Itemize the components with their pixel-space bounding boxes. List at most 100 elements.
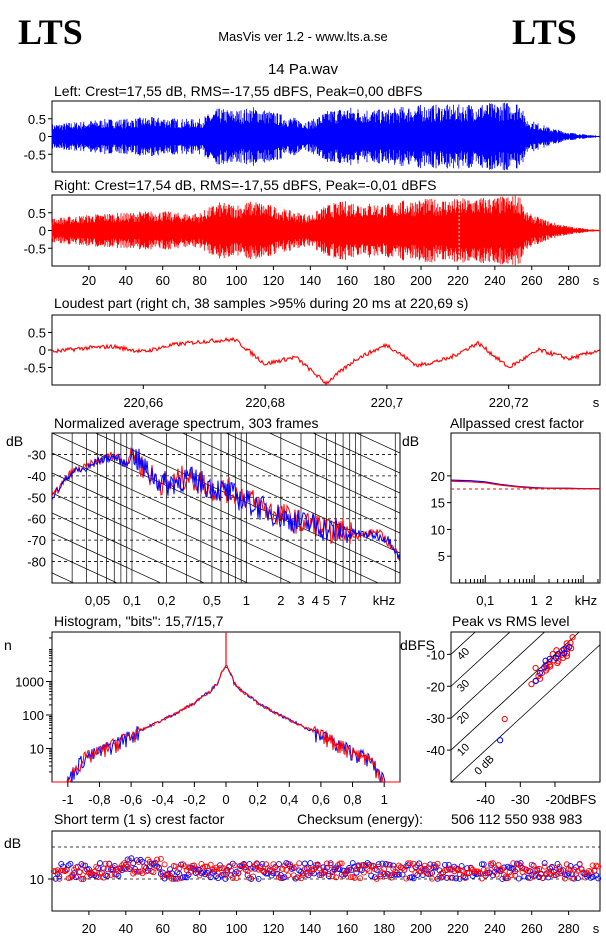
y-tick-label: 20 — [431, 469, 445, 484]
y-tick-label: 1000 — [15, 674, 44, 689]
y-tick-label: -40 — [426, 743, 445, 758]
short-crest-point-right — [360, 869, 367, 876]
short-crest-point-right — [574, 867, 581, 874]
short-crest-point-right — [104, 866, 111, 873]
short-crest-point-right — [106, 860, 113, 867]
short-crest-point-right — [512, 872, 519, 879]
short-crest-point-right — [248, 865, 255, 872]
short-crest-point-right — [478, 875, 485, 882]
short-crest-point-right — [119, 862, 126, 869]
diagonal-line — [225, 433, 400, 514]
x-tick-label: 0,05 — [85, 593, 110, 608]
short-crest-point-right — [480, 866, 487, 873]
short-crest-point-left — [157, 870, 164, 877]
short-crest-point-right — [207, 861, 214, 868]
peak-vs-rms-title: Peak vs RMS level — [452, 613, 569, 629]
short-crest-point-right — [220, 865, 227, 872]
x-tick-label: 180 — [373, 273, 395, 288]
short-crest-point-left — [379, 860, 386, 867]
short-crest-point-right — [100, 874, 107, 881]
short-crest-point-right — [580, 869, 587, 876]
peak-rms-point-left — [561, 650, 568, 657]
short-crest-point-right — [318, 872, 325, 878]
peak-vs-rms-ylabel: dBFS — [400, 637, 435, 653]
short-crest-point-right — [375, 863, 382, 870]
short-crest-point-right — [216, 865, 223, 872]
short-crest-point-right — [438, 870, 445, 877]
short-crest-point-right — [357, 875, 364, 882]
loudest-part-frame — [51, 314, 601, 386]
short-crest-point-right — [303, 870, 310, 877]
app-title: MasVis ver 1.2 - www.lts.a.se — [218, 29, 388, 44]
short-crest-point-right — [530, 873, 537, 879]
x-tick-label: -0,2 — [183, 792, 205, 807]
short-crest-point-right — [414, 862, 421, 869]
short-crest-point-right — [508, 872, 515, 879]
short-crest-point-right — [146, 858, 153, 865]
short-crest-point-right — [335, 862, 341, 868]
spectrum-title: Normalized average spectrum, 303 frames — [54, 415, 319, 431]
short-crest-point-right — [528, 861, 535, 868]
short-crest-point-left — [255, 875, 262, 882]
short-crest-point-left — [109, 866, 116, 873]
short-crest-point-right — [536, 865, 543, 872]
short-crest-point-left — [152, 859, 159, 866]
peak-rms-point-right — [567, 639, 574, 646]
short-crest-point-left — [442, 861, 448, 868]
x-tick-label: 240 — [484, 273, 506, 288]
short-crest-point-right — [305, 865, 312, 872]
short-crest-point-left — [170, 875, 177, 882]
diagonal-label: 0 dB — [472, 753, 496, 777]
x-tick-label: -0,4 — [152, 792, 174, 807]
y-tick-label: 5 — [438, 549, 445, 564]
short-crest-point-left — [202, 871, 209, 878]
short-crest-point-right — [351, 874, 358, 881]
x-tick-label: 200 — [410, 921, 432, 936]
short-crest-point-right — [143, 868, 150, 875]
short-crest-point-left — [353, 869, 360, 876]
file-name: 14 Pa.wav — [268, 61, 339, 78]
short-crest-point-right — [462, 875, 469, 882]
short-crest-point-right — [124, 863, 131, 870]
short-crest-point-right — [541, 863, 548, 870]
y-tick-label: 0 — [39, 224, 46, 239]
short-crest-point-right — [515, 861, 522, 868]
short-crest-point-right — [167, 872, 174, 879]
short-crest-point-right — [246, 875, 253, 882]
short-crest-point-right — [504, 875, 511, 882]
short-crest-point-right — [370, 862, 377, 869]
x-tick-label: 0,5 — [203, 593, 221, 608]
x-tick-label: 1 — [243, 593, 250, 608]
peak-rms-point-left — [552, 654, 560, 661]
short-crest-point-right — [288, 864, 295, 871]
y-tick-label: -0.5 — [24, 361, 46, 376]
short-crest-point-left — [410, 875, 417, 882]
short-crest-point-left — [56, 873, 63, 880]
y-tick-label: 100 — [22, 708, 44, 723]
short-crest-point-right — [475, 868, 482, 875]
short-crest-point-right — [73, 864, 79, 871]
short-crest-point-left — [567, 862, 574, 869]
short-crest-point-right — [108, 871, 114, 878]
short-crest-point-left — [307, 860, 314, 867]
short-crest-point-right — [506, 869, 513, 876]
short-crest-point-right — [447, 874, 454, 881]
short-crest-point-right — [56, 875, 63, 882]
short-crest-point-right — [587, 869, 594, 876]
short-crest-point-right — [443, 867, 450, 874]
x-tick-label: -40 — [476, 792, 495, 807]
short-crest-point-right — [255, 866, 262, 873]
short-crest-point-left — [349, 860, 356, 866]
peak-rms-point-right — [501, 715, 508, 723]
short-crest-point-right — [589, 862, 596, 869]
x-tick-label: 160 — [336, 273, 358, 288]
short-crest-point-left — [275, 861, 282, 867]
peak-rms-point-left — [541, 664, 548, 671]
short-crest-point-right — [279, 865, 286, 872]
short-crest-point-right — [54, 867, 61, 874]
short-crest-point-right — [157, 855, 164, 862]
short-crest-point-right — [407, 860, 413, 867]
short-crest-point-right — [91, 868, 98, 875]
x-tick-label: 240 — [484, 921, 506, 936]
x-tick-label: 120 — [263, 921, 285, 936]
